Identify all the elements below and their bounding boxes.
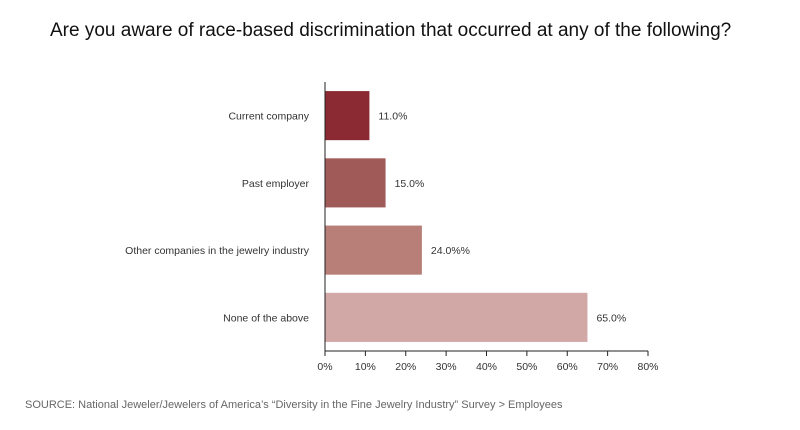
x-tick-label: 70% <box>597 361 618 373</box>
x-tick-label: 40% <box>476 361 497 373</box>
bar <box>325 158 386 208</box>
data-label: 11.0% <box>378 111 407 123</box>
data-label: 15.0% <box>395 178 425 190</box>
category-label: Past employer <box>242 178 310 190</box>
bar <box>325 292 588 342</box>
chart-title: Are you aware of race-based discriminati… <box>50 20 732 41</box>
category-label: None of the above <box>223 312 309 324</box>
bar <box>325 91 370 141</box>
data-label: 24.0%% <box>431 245 470 257</box>
x-tick-label: 30% <box>436 361 457 373</box>
x-tick-label: 10% <box>355 361 376 373</box>
source-note: SOURCE: National Jeweler/Jewelers of Ame… <box>25 399 563 411</box>
x-tick-label: 80% <box>637 361 658 373</box>
x-tick-label: 60% <box>557 361 578 373</box>
data-label: 65.0% <box>596 312 626 324</box>
category-label: Current company <box>228 111 309 123</box>
x-tick-label: 50% <box>516 361 537 373</box>
x-tick-label: 0% <box>317 361 332 373</box>
category-label: Other companies in the jewelry industry <box>125 245 310 257</box>
bar <box>325 225 422 275</box>
x-tick-label: 20% <box>395 361 416 373</box>
